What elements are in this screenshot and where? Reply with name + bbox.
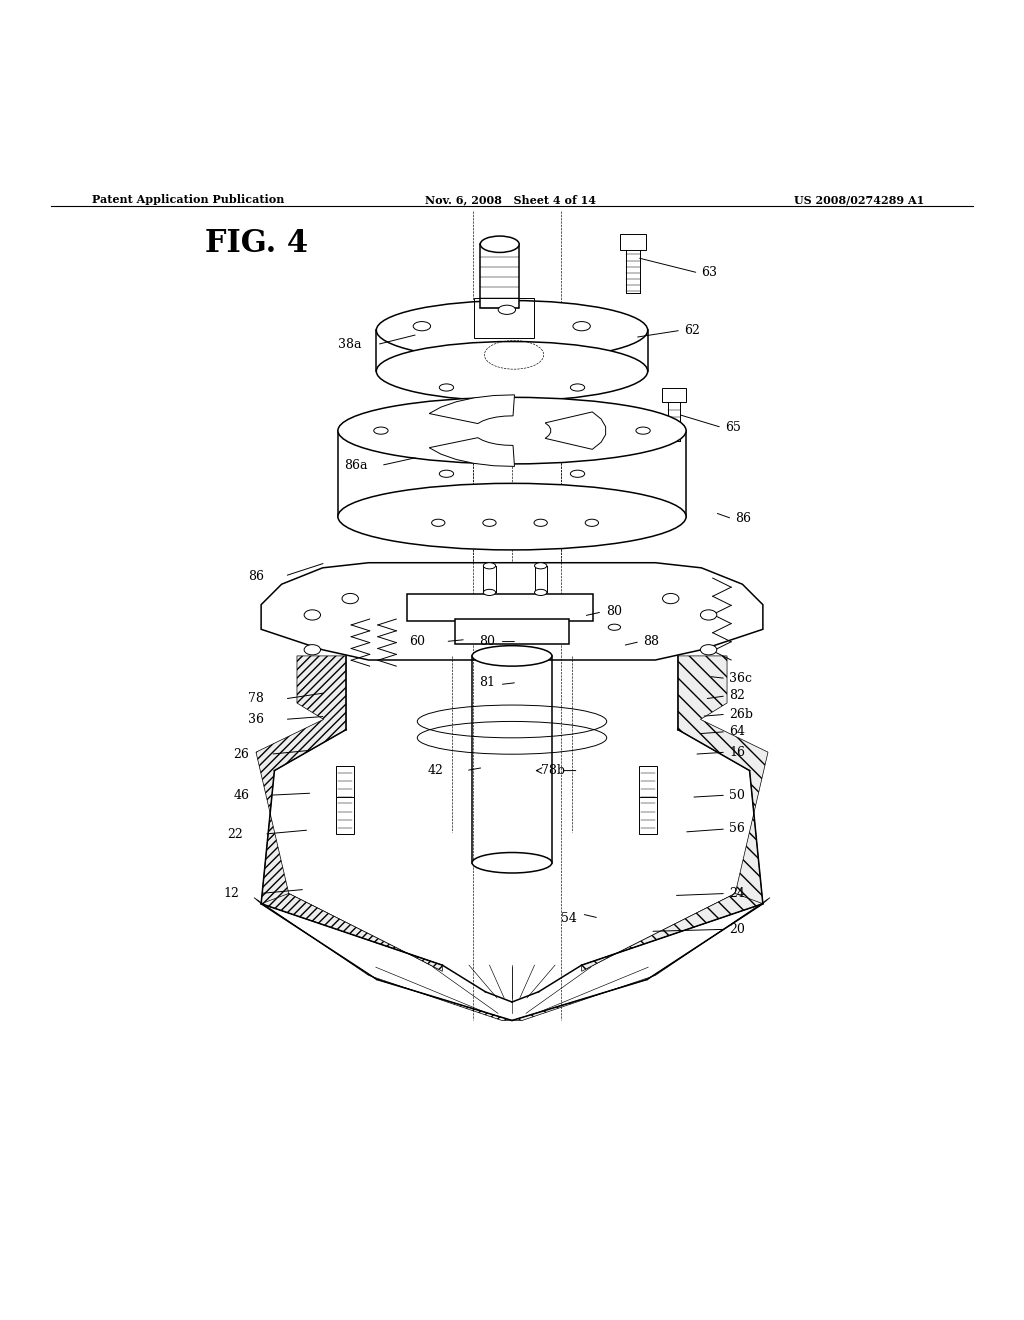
Text: Patent Application Publication: Patent Application Publication (92, 194, 285, 205)
Text: 82: 82 (729, 689, 745, 702)
Text: 36: 36 (248, 713, 264, 726)
Ellipse shape (439, 470, 454, 478)
Ellipse shape (338, 397, 686, 463)
Text: 26: 26 (233, 747, 250, 760)
Text: 46: 46 (233, 788, 250, 801)
Text: 86: 86 (735, 512, 752, 525)
Bar (336, 767, 354, 804)
Text: 65: 65 (725, 421, 741, 434)
Ellipse shape (342, 594, 358, 603)
Text: 78: 78 (248, 693, 264, 705)
Ellipse shape (304, 644, 321, 655)
Ellipse shape (483, 519, 496, 527)
Text: 62: 62 (684, 323, 700, 337)
Text: 86a: 86a (344, 459, 368, 473)
Ellipse shape (480, 236, 519, 252)
Ellipse shape (304, 610, 321, 620)
Bar (407, 594, 593, 622)
Polygon shape (256, 656, 442, 969)
Bar (662, 388, 686, 403)
Polygon shape (512, 898, 770, 1020)
Ellipse shape (636, 428, 650, 434)
Ellipse shape (608, 624, 621, 631)
Text: 38a: 38a (338, 338, 361, 351)
Bar (455, 619, 569, 644)
Bar (620, 234, 646, 251)
Ellipse shape (535, 589, 547, 595)
Bar (639, 797, 657, 834)
Text: 22: 22 (227, 828, 243, 841)
Text: 54: 54 (561, 912, 578, 924)
Text: 24: 24 (729, 887, 745, 900)
Polygon shape (429, 395, 514, 424)
Bar (639, 767, 657, 804)
Text: 36c: 36c (729, 672, 752, 685)
Text: 26b: 26b (729, 708, 753, 721)
Ellipse shape (439, 384, 454, 391)
Ellipse shape (472, 645, 552, 667)
Ellipse shape (570, 470, 585, 478)
Text: 64: 64 (729, 725, 745, 738)
Ellipse shape (535, 562, 547, 569)
Ellipse shape (483, 562, 496, 569)
Bar (480, 244, 519, 308)
Ellipse shape (374, 428, 388, 434)
Polygon shape (261, 894, 442, 972)
Text: 12: 12 (223, 887, 240, 900)
Text: 20: 20 (729, 923, 745, 936)
Polygon shape (582, 656, 768, 969)
Ellipse shape (414, 322, 431, 331)
Text: 88: 88 (643, 635, 659, 648)
Polygon shape (254, 898, 512, 1020)
Text: 16: 16 (729, 746, 745, 759)
Text: 80: 80 (479, 635, 496, 648)
Text: 80: 80 (606, 606, 623, 618)
Ellipse shape (586, 519, 598, 527)
Text: Nov. 6, 2008   Sheet 4 of 14: Nov. 6, 2008 Sheet 4 of 14 (425, 194, 596, 205)
Polygon shape (582, 894, 763, 972)
Text: 42: 42 (428, 764, 444, 777)
Text: 86: 86 (248, 569, 264, 582)
Ellipse shape (483, 589, 496, 595)
Text: 63: 63 (701, 267, 718, 280)
Bar (336, 797, 354, 834)
Text: US 2008/0274289 A1: US 2008/0274289 A1 (794, 194, 924, 205)
Polygon shape (429, 438, 514, 466)
Ellipse shape (535, 519, 547, 527)
Ellipse shape (377, 342, 648, 401)
Ellipse shape (472, 853, 552, 873)
Polygon shape (545, 412, 605, 449)
Ellipse shape (338, 483, 686, 550)
Text: 50: 50 (729, 788, 745, 801)
Bar (474, 298, 534, 338)
Ellipse shape (700, 644, 717, 655)
Text: 60: 60 (410, 635, 426, 648)
Ellipse shape (432, 519, 444, 527)
Ellipse shape (377, 301, 648, 360)
Text: 78b: 78b (541, 764, 564, 777)
Polygon shape (261, 562, 763, 660)
Text: 56: 56 (729, 822, 745, 836)
Ellipse shape (498, 305, 515, 314)
Ellipse shape (663, 594, 679, 603)
Ellipse shape (570, 384, 585, 391)
Ellipse shape (700, 610, 717, 620)
Ellipse shape (573, 322, 590, 331)
Text: FIG. 4: FIG. 4 (205, 228, 308, 259)
Text: 81: 81 (479, 676, 496, 689)
